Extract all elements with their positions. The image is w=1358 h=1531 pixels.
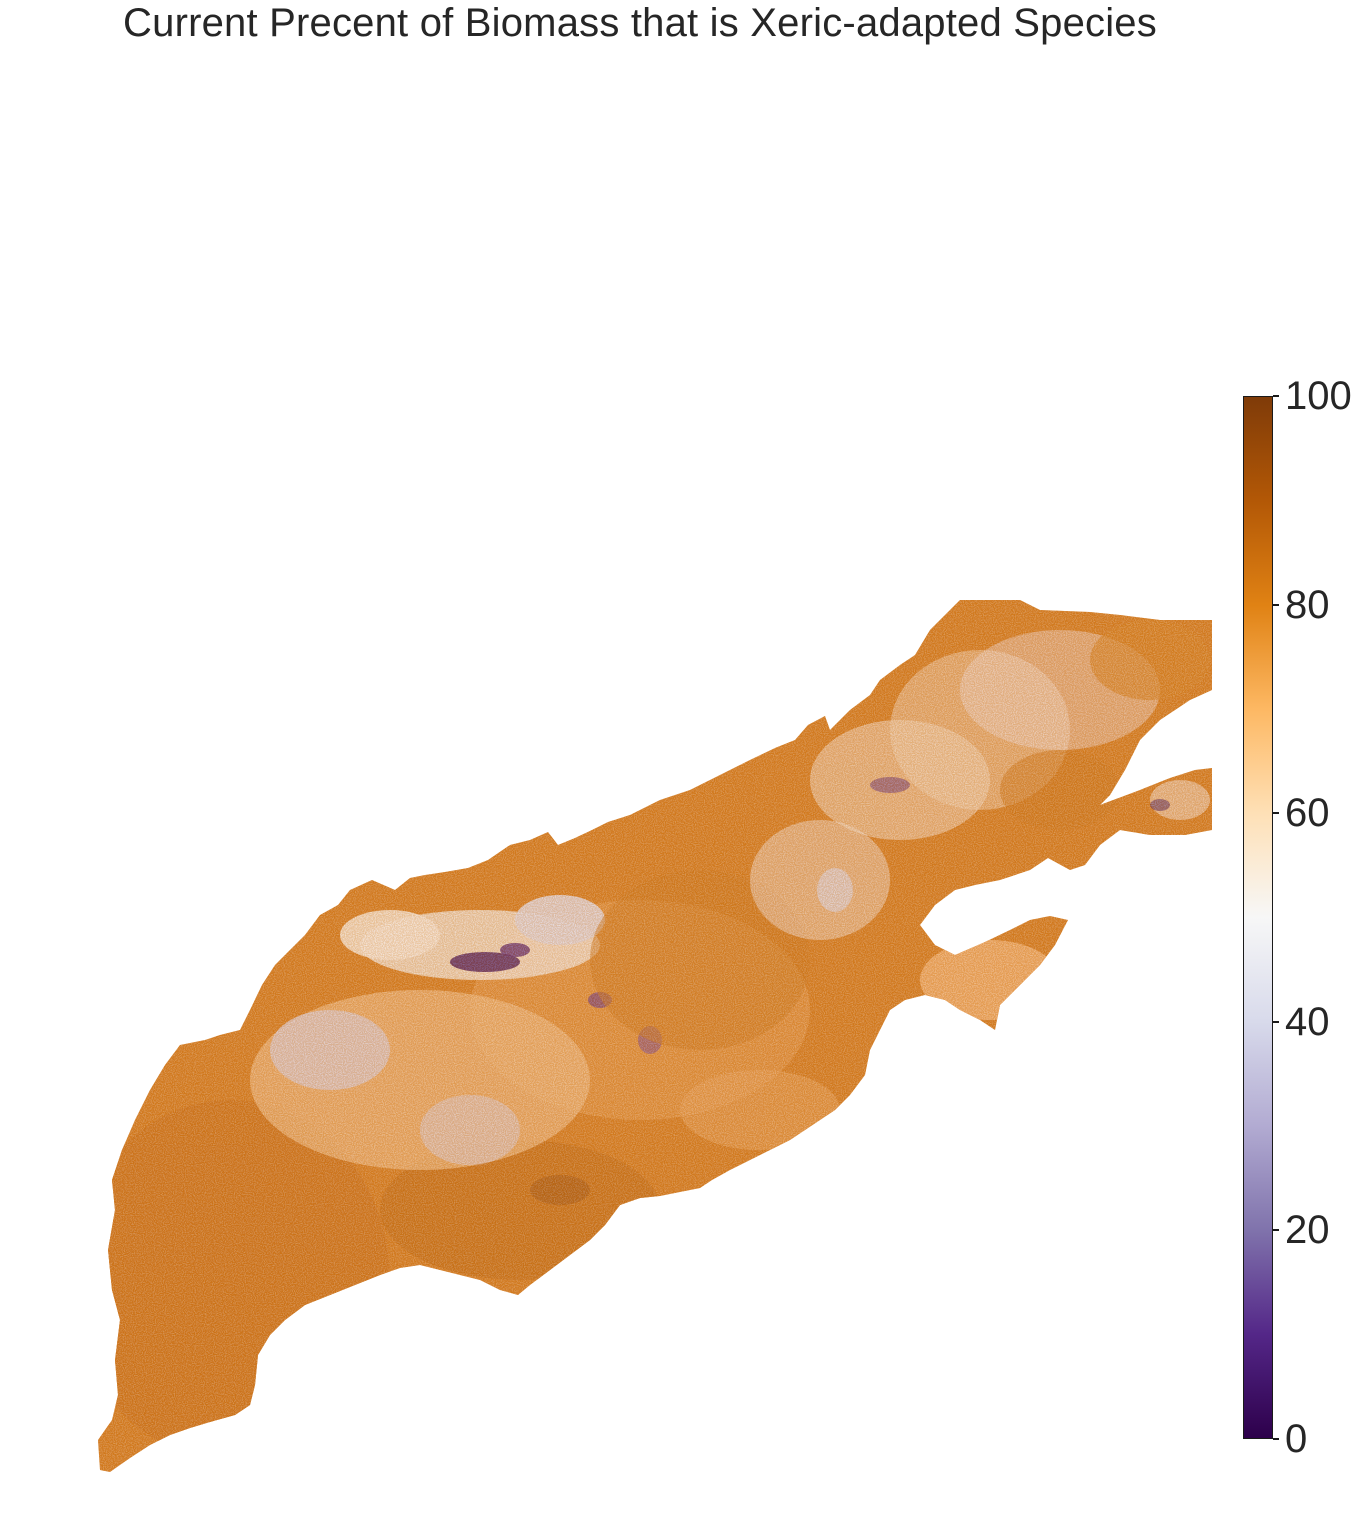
map-title: Current Precent of Biomass that is Xeric…	[123, 1, 1157, 45]
colorbar-tick-label: 20	[1285, 1208, 1330, 1252]
colorbar-tick	[1273, 604, 1279, 606]
colorbar-tick	[1273, 1438, 1279, 1440]
colorbar-tick-label: 40	[1285, 1000, 1330, 1044]
xeric-biomass-map	[98, 600, 1212, 1472]
colorbar-tick-label: 60	[1285, 791, 1330, 835]
colorbar-tick	[1273, 1229, 1279, 1231]
colorbar	[1243, 396, 1273, 1439]
colorbar-tick	[1273, 395, 1279, 397]
map-raster	[98, 600, 1212, 1472]
colorbar-tick-label: 0	[1285, 1417, 1308, 1461]
colorbar-tick	[1273, 1021, 1279, 1023]
colorbar-tick	[1273, 812, 1279, 814]
colorbar-tick-label: 80	[1285, 583, 1330, 627]
colorbar-tick-label: 100	[1285, 374, 1352, 418]
